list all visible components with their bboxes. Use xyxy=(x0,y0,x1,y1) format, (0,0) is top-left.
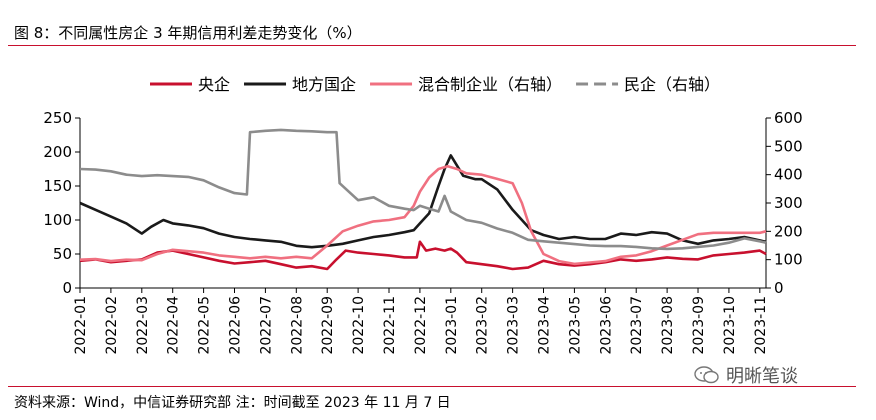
x-tick-label: 2023-03 xyxy=(506,296,522,355)
line-chart: 0 50 100 150 200 250 0 100 200 300 400 500 600 2022-0… xyxy=(43,75,803,355)
x-tick-label: 2023-01 xyxy=(444,296,460,355)
wechat-icon xyxy=(694,366,719,384)
right-y-tick-label: 0 xyxy=(774,279,784,297)
right-y-tick-label: 200 xyxy=(774,222,803,240)
series-line-0 xyxy=(79,240,767,271)
x-tick-label: 2023-06 xyxy=(598,296,614,355)
x-tick-label: 2022-04 xyxy=(166,296,182,355)
legend-label-3: 民企（右轴） xyxy=(624,75,720,94)
x-tick-label: 2022-08 xyxy=(289,296,305,355)
x-tick-label: 2023-05 xyxy=(567,296,583,355)
x-tick-label: 2022-07 xyxy=(258,296,274,355)
x-tick-label: 2022-03 xyxy=(135,296,151,355)
series-line-2 xyxy=(79,164,767,266)
x-tick-label: 2023-11 xyxy=(753,296,769,355)
legend-label-0: 央企 xyxy=(198,75,230,94)
x-tick-label: 2023-04 xyxy=(537,296,553,355)
watermark-text: 明晰笔谈 xyxy=(726,366,798,387)
x-tick-label: 2022-02 xyxy=(104,296,120,355)
x-tick-label: 2022-01 xyxy=(73,296,89,355)
x-tick-label: 2022-06 xyxy=(228,296,244,355)
watermark: 明晰笔谈 xyxy=(694,362,798,388)
x-tick-label: 2022-12 xyxy=(413,296,429,355)
left-y-tick-label: 50 xyxy=(53,245,72,263)
series-line-3 xyxy=(79,128,767,251)
series-line-1 xyxy=(79,154,767,249)
left-y-tick-label: 200 xyxy=(43,143,72,161)
left-y-tick-label: 250 xyxy=(43,109,72,127)
x-tick-label: 2023-09 xyxy=(691,296,707,355)
left-y-tick-label: 150 xyxy=(43,177,72,195)
chart-title: 图 8：不同属性房企 3 年期信用利差走势变化（%） xyxy=(14,24,362,42)
footer-divider xyxy=(8,386,856,387)
title-divider xyxy=(8,45,856,46)
right-y-tick-label: 100 xyxy=(774,251,803,269)
right-y-tick-label: 400 xyxy=(774,166,803,184)
right-y-tick-label: 500 xyxy=(774,137,803,155)
x-tick-label: 2022-11 xyxy=(382,296,398,355)
left-y-tick-label: 0 xyxy=(62,279,72,297)
x-tick-label: 2023-08 xyxy=(660,296,676,355)
x-tick-label: 2022-09 xyxy=(320,296,336,355)
x-tick-label: 2022-10 xyxy=(351,296,367,355)
legend-label-2: 混合制企业（右轴） xyxy=(418,75,562,94)
source-note: 资料来源：Wind，中信证券研究部 注：时间截至 2023 年 11 月 7 日 xyxy=(14,395,451,411)
x-tick-label: 2023-07 xyxy=(629,296,645,355)
left-y-tick-label: 100 xyxy=(43,211,72,229)
right-y-tick-label: 300 xyxy=(774,194,803,212)
legend-label-1: 地方国企 xyxy=(292,75,356,94)
x-tick-label: 2022-05 xyxy=(197,296,213,355)
x-tick-label: 2023-10 xyxy=(722,296,738,355)
right-y-tick-label: 600 xyxy=(774,109,803,127)
x-tick-label: 2023-02 xyxy=(475,296,491,355)
